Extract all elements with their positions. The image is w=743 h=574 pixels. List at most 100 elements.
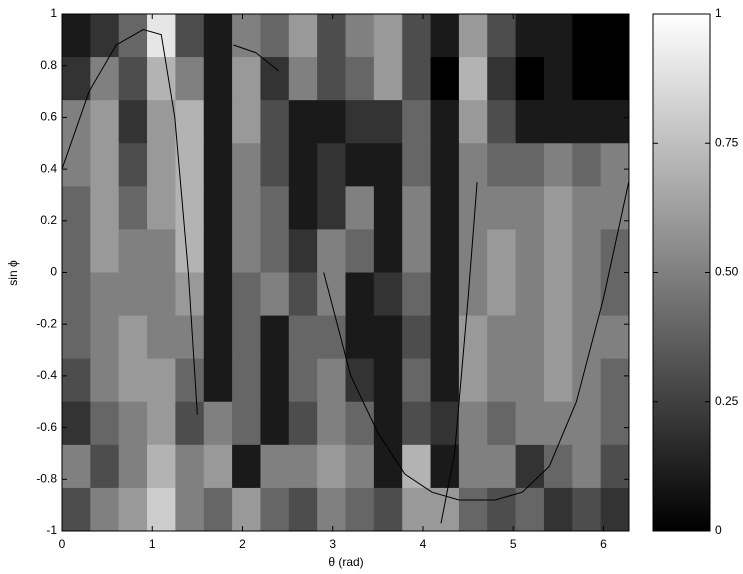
heatmap-cell xyxy=(317,358,346,403)
heatmap-cell xyxy=(402,358,432,403)
heatmap-cell xyxy=(175,100,205,144)
heatmap-cell xyxy=(543,186,573,230)
heatmap-cell xyxy=(147,100,176,144)
heatmap-cell xyxy=(572,229,602,273)
heatmap-cell xyxy=(62,358,91,403)
heatmap-cell xyxy=(487,100,517,144)
x-tick-label: 0 xyxy=(59,537,66,551)
heatmap-cell xyxy=(260,229,290,273)
heatmap-cell xyxy=(62,487,91,532)
heatmap-cell xyxy=(600,444,630,489)
y-tick-label: 1 xyxy=(50,6,57,20)
heatmap-cell xyxy=(487,487,517,532)
curve xyxy=(61,28,198,415)
heatmap-cell xyxy=(90,272,120,317)
heatmap-cell xyxy=(232,444,261,489)
heatmap-cell xyxy=(373,315,403,360)
heatmap-cell xyxy=(373,272,403,317)
heatmap-cell xyxy=(118,272,148,317)
heatmap-cell xyxy=(572,358,602,403)
heatmap-cell xyxy=(260,186,290,230)
heatmap-cell xyxy=(203,358,233,403)
heatmap-cell xyxy=(430,401,460,446)
heatmap-cell xyxy=(430,143,460,187)
heatmap-cell xyxy=(118,358,148,403)
heatmap-cell xyxy=(288,57,318,101)
heatmap-cell xyxy=(458,444,488,489)
x-tick-label: 3 xyxy=(329,537,336,551)
colorbar-tick-label: 0.75 xyxy=(715,135,739,149)
heatmap-cell xyxy=(203,229,233,273)
heatmap-cell xyxy=(345,143,375,187)
heatmap-cell xyxy=(317,57,346,101)
heatmap-cell xyxy=(175,143,205,187)
heatmap-cell xyxy=(600,143,630,187)
heatmap-cell xyxy=(203,401,233,446)
heatmap-cell xyxy=(62,100,91,144)
heatmap-cell xyxy=(600,358,630,403)
heatmap-cell xyxy=(430,315,460,360)
heatmap-cell xyxy=(345,487,375,532)
heatmap-cell xyxy=(600,487,630,532)
heatmap-cell xyxy=(402,229,432,273)
heatmap-cell xyxy=(487,57,517,101)
heatmap-cell xyxy=(402,487,432,532)
heatmap-cell xyxy=(600,186,630,230)
heatmap-cell xyxy=(260,315,290,360)
heatmap-cell xyxy=(260,487,290,532)
heatmap-cell xyxy=(147,358,176,403)
heatmap-cell xyxy=(62,272,91,317)
heatmap-cell xyxy=(232,100,261,144)
heatmap-cell xyxy=(317,100,346,144)
heatmap-cell xyxy=(373,358,403,403)
heatmap-cell xyxy=(288,186,318,230)
heatmap-cell xyxy=(515,444,545,489)
heatmap-cell xyxy=(515,315,545,360)
heatmap-cell xyxy=(90,229,120,273)
heatmap-cell xyxy=(90,186,120,230)
heatmap-cell xyxy=(373,14,403,58)
heatmap-cell xyxy=(600,57,630,101)
heatmap-cell xyxy=(543,57,573,101)
heatmap-cell xyxy=(515,143,545,187)
heatmap-cell xyxy=(175,487,205,532)
heatmap-cell xyxy=(515,401,545,446)
heatmap-cell xyxy=(317,444,346,489)
heatmap-cell xyxy=(317,272,346,317)
heatmap-cell xyxy=(458,186,488,230)
heatmap-cell xyxy=(543,401,573,446)
heatmap-cell xyxy=(90,100,120,144)
heatmap-cell xyxy=(147,487,176,532)
heatmap-cell xyxy=(175,444,205,489)
heatmap-cell xyxy=(373,143,403,187)
heatmap-cell xyxy=(458,100,488,144)
heatmap-cell xyxy=(175,14,205,58)
heatmap-cell xyxy=(288,358,318,403)
heatmap-cell xyxy=(572,186,602,230)
heatmap-cell xyxy=(515,272,545,317)
heatmap-cell xyxy=(345,229,375,273)
heatmap-cell xyxy=(402,315,432,360)
heatmap-cell xyxy=(487,358,517,403)
y-tick-label: 0.4 xyxy=(40,161,57,175)
heatmap-cell xyxy=(203,272,233,317)
heatmap-cell xyxy=(62,14,91,58)
heatmap-cell xyxy=(147,272,176,317)
heatmap-cell xyxy=(402,100,432,144)
heatmap-cell xyxy=(600,401,630,446)
x-axis-label: θ (rad) xyxy=(328,555,363,569)
y-tick-label: -0.8 xyxy=(36,471,57,485)
heatmap-cell xyxy=(515,186,545,230)
heatmap-cell xyxy=(317,186,346,230)
heatmap-cell xyxy=(232,315,261,360)
heatmap-cell xyxy=(288,143,318,187)
heatmap-cell xyxy=(600,100,630,144)
heatmap-cell xyxy=(600,315,630,360)
heatmap-cell xyxy=(147,401,176,446)
heatmap-cell xyxy=(430,487,460,532)
heatmap-cell xyxy=(345,444,375,489)
heatmap-cell xyxy=(147,143,176,187)
heatmap-cell xyxy=(487,401,517,446)
heatmap-cell xyxy=(572,401,602,446)
